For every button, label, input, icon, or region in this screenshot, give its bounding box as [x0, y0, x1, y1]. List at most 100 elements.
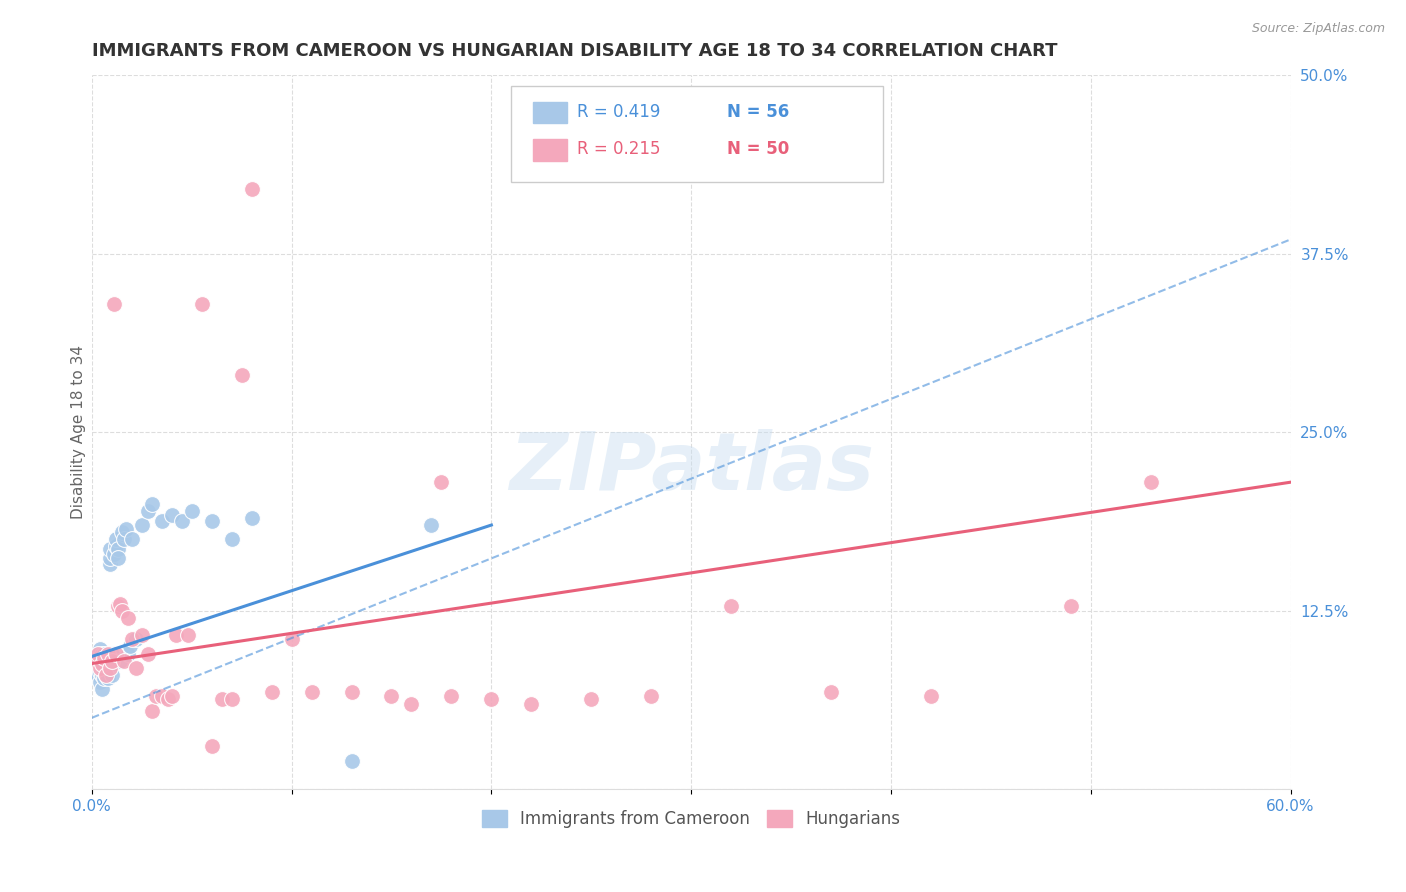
Point [87, 647, 110, 661]
Point [93, 671, 115, 685]
Point [94, 668, 117, 682]
Point [90, 682, 112, 697]
Point [100, 657, 122, 671]
Point [141, 704, 163, 718]
Point [98, 542, 121, 557]
Bar [533, 139, 567, 161]
FancyBboxPatch shape [512, 86, 883, 182]
Point [90, 647, 112, 661]
Point [180, 504, 202, 518]
Point [90, 654, 112, 668]
Text: ZIPatlas: ZIPatlas [509, 429, 873, 507]
Point [401, 697, 423, 711]
Text: Source: ZipAtlas.com: Source: ZipAtlas.com [1251, 22, 1385, 36]
Point [125, 661, 148, 675]
Point [107, 550, 129, 565]
Point [84, 665, 107, 679]
Point [520, 697, 543, 711]
Point [89, 661, 111, 675]
Point [280, 632, 302, 647]
Point [165, 628, 187, 642]
Point [89, 654, 111, 668]
Point [260, 685, 283, 699]
Point [201, 514, 224, 528]
Point [103, 547, 125, 561]
Point [107, 599, 129, 614]
Point [94, 668, 117, 682]
Point [83, 661, 105, 675]
Point [90, 657, 112, 671]
Point [479, 692, 502, 706]
Point [145, 690, 167, 704]
Point [111, 525, 134, 540]
Point [97, 647, 120, 661]
Point [430, 475, 453, 490]
Text: N = 50: N = 50 [727, 140, 789, 159]
Point [100, 668, 122, 682]
Point [89, 675, 111, 690]
Point [104, 540, 127, 554]
Point [150, 690, 173, 704]
Point [176, 628, 198, 642]
Point [103, 296, 125, 310]
Point [97, 661, 120, 675]
Point [141, 497, 163, 511]
Point [1060, 599, 1083, 614]
Point [1139, 475, 1161, 490]
Point [117, 611, 139, 625]
Point [190, 296, 212, 310]
Y-axis label: Disability Age 18 to 34: Disability Age 18 to 34 [72, 345, 86, 519]
Point [98, 661, 121, 675]
Point [340, 754, 363, 768]
Point [380, 690, 402, 704]
Point [231, 368, 253, 383]
Point [201, 739, 224, 754]
Point [170, 514, 193, 528]
Point [100, 654, 122, 668]
Point [820, 685, 842, 699]
Point [131, 628, 153, 642]
Point [94, 661, 117, 675]
Point [221, 692, 243, 706]
Point [136, 504, 159, 518]
Point [87, 657, 110, 671]
Point [112, 654, 135, 668]
Point [121, 533, 143, 547]
Point [160, 508, 183, 522]
Point [136, 647, 159, 661]
Point [111, 604, 134, 618]
Point [108, 597, 131, 611]
Point [112, 533, 135, 547]
Point [94, 650, 117, 665]
Point [150, 514, 173, 528]
Point [108, 654, 131, 668]
Point [211, 692, 233, 706]
Point [118, 640, 141, 654]
Point [87, 647, 110, 661]
Point [720, 599, 742, 614]
Point [131, 518, 153, 533]
Point [340, 685, 363, 699]
Bar [533, 102, 567, 123]
Point [420, 518, 443, 533]
Point [89, 642, 111, 657]
Point [87, 668, 110, 682]
Point [89, 665, 111, 679]
Point [104, 647, 127, 661]
Point [97, 654, 120, 668]
Point [90, 661, 112, 675]
Point [93, 650, 115, 665]
Point [93, 664, 115, 678]
Point [440, 690, 463, 704]
Point [84, 654, 107, 668]
Point [90, 668, 112, 682]
Point [114, 522, 136, 536]
Point [221, 533, 243, 547]
Point [920, 690, 942, 704]
Point [98, 557, 121, 571]
Point [240, 511, 263, 525]
Point [93, 657, 115, 671]
Point [100, 647, 122, 661]
Point [156, 692, 179, 706]
Point [160, 690, 183, 704]
